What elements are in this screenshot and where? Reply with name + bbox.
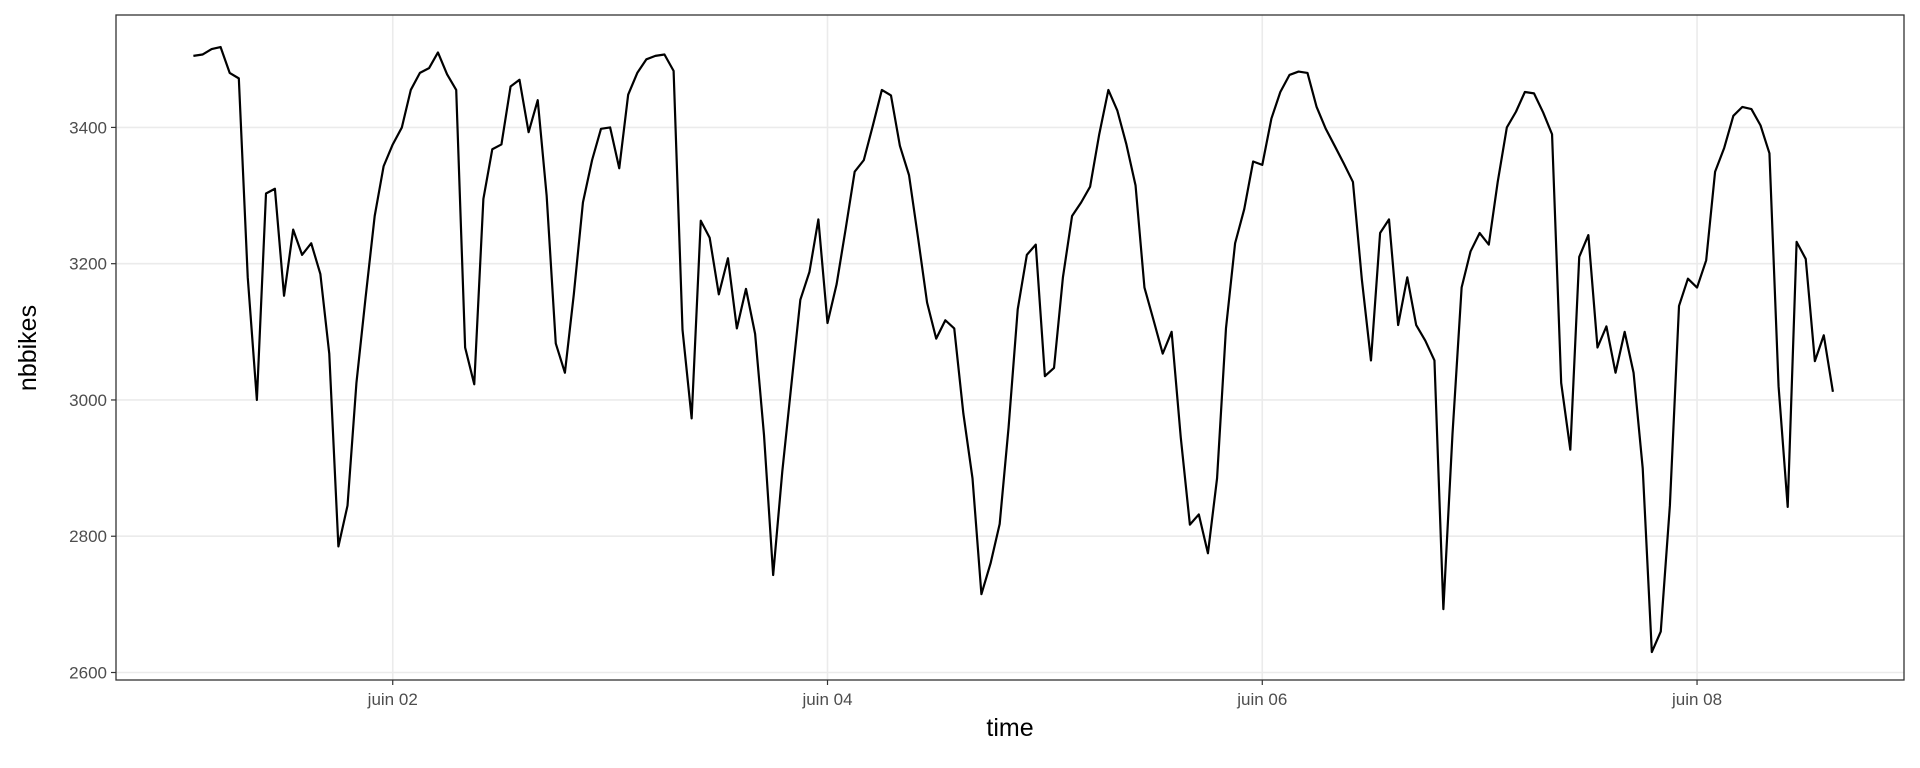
y-tick-label: 2800 — [69, 527, 107, 546]
x-tick-label: juin 04 — [801, 690, 852, 709]
x-tick-label: juin 08 — [1671, 690, 1722, 709]
y-tick-label: 3000 — [69, 391, 107, 410]
y-tick-label: 3400 — [69, 118, 107, 137]
x-axis-title: time — [986, 714, 1033, 742]
plot-border — [115, 14, 1905, 681]
x-tick-label: juin 02 — [367, 690, 418, 709]
plot-background — [116, 15, 1904, 680]
y-axis-title: nbbikes — [14, 305, 42, 391]
y-tick-label: 3200 — [69, 255, 107, 274]
data-line — [193, 45, 1834, 654]
y-tick-label: 2600 — [69, 664, 107, 683]
x-tick-label: juin 06 — [1236, 690, 1287, 709]
